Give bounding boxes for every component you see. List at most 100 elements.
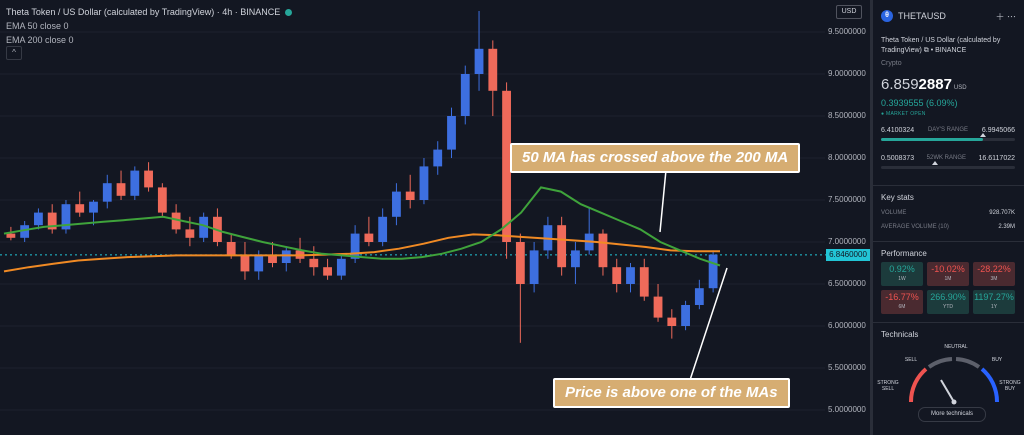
- performance-cell[interactable]: -16.77% 6M: [881, 290, 923, 314]
- collapse-legend-button[interactable]: ^: [6, 46, 22, 60]
- volume-label: VOLUME: [881, 210, 907, 216]
- candle: [254, 254, 264, 272]
- day-range-fill: [881, 138, 983, 141]
- performance-cell[interactable]: 266.90% YTD: [927, 290, 969, 314]
- key-stats-title[interactable]: Key stats: [881, 193, 914, 202]
- candle: [653, 296, 663, 318]
- candle: [116, 183, 126, 196]
- candle: [447, 116, 456, 150]
- price-axis-label: 9.5000000: [828, 27, 866, 36]
- gauge-sell-label: SELL: [904, 357, 918, 363]
- price-chart[interactable]: [0, 0, 870, 435]
- currency-selector[interactable]: USD: [836, 5, 862, 19]
- price-unit: USD: [953, 85, 967, 91]
- ema50-line: [3, 186, 721, 267]
- candle: [185, 229, 195, 238]
- more-technicals-button[interactable]: More technicals: [918, 407, 986, 422]
- symbol-description[interactable]: Theta Token / US Dollar (calculated by T…: [881, 37, 1001, 54]
- candle: [364, 233, 374, 242]
- gauge-neutral-label: NEUTRAL: [944, 344, 968, 350]
- candle: [157, 187, 167, 213]
- candle: [199, 216, 209, 238]
- candle: [598, 233, 608, 268]
- price-axis-label: 8.5000000: [828, 111, 866, 120]
- performance-cell[interactable]: -10.02% 1M: [927, 262, 969, 286]
- technicals-title[interactable]: Technicals: [881, 330, 919, 339]
- callout-pointer: [689, 267, 728, 381]
- technicals-gauge: [908, 357, 1000, 405]
- panel-divider[interactable]: [870, 0, 873, 435]
- candle: [694, 288, 704, 305]
- theta-logo-icon: θ: [881, 10, 893, 22]
- symbol-category[interactable]: Crypto: [881, 60, 902, 67]
- price-axis-label: 6.0000000: [828, 321, 866, 330]
- candle: [309, 258, 319, 268]
- performance-grid: 0.92% 1W -10.02% 1M -28.22% 3M -16.77% 6M 266.90…: [881, 262, 1015, 314]
- last-price: 6.8592887 USD: [881, 76, 967, 93]
- performance-value: -28.22%: [977, 264, 1011, 274]
- candle: [626, 267, 635, 284]
- performance-cell[interactable]: 0.92% 1W: [881, 262, 923, 286]
- day-range-high: 6.9945066: [981, 127, 1015, 134]
- gauge-strong-sell-label: STRONG SELL: [877, 380, 899, 392]
- performance-value: 0.92%: [889, 264, 915, 274]
- symbol-name[interactable]: THETAUSD: [898, 11, 946, 21]
- ema200-legend[interactable]: EMA 200 close 0: [6, 35, 74, 45]
- performance-period: 1M: [944, 276, 952, 282]
- week-range: 0.5008373 52WK RANGE 16.6117022: [881, 155, 1015, 169]
- week-range-label: 52WK RANGE: [926, 155, 966, 161]
- performance-value: 266.90%: [930, 292, 966, 302]
- chart-area[interactable]: Theta Token / US Dollar (calculated by T…: [0, 0, 870, 435]
- candle: [47, 212, 57, 230]
- volume-row: VOLUME 928.707K: [881, 210, 1015, 216]
- candle: [350, 233, 360, 259]
- candle: [20, 225, 30, 238]
- performance-value: -10.02%: [931, 264, 965, 274]
- live-status-icon: [285, 8, 293, 16]
- separator: [873, 185, 1024, 186]
- panel-menu-icon[interactable]: ＋ ⋯: [995, 12, 1016, 22]
- candle: [171, 212, 181, 230]
- performance-cell[interactable]: -28.22% 3M: [973, 262, 1015, 286]
- day-range-label: DAY'S RANGE: [927, 127, 969, 133]
- candle: [667, 317, 677, 326]
- gauge-strong-buy-label: STRONG BUY: [999, 380, 1021, 392]
- candle: [34, 212, 43, 226]
- price-axis-label: 7.5000000: [828, 195, 866, 204]
- gauge-pivot-icon: [951, 399, 957, 405]
- week-range-marker-icon: [931, 161, 938, 165]
- callout-pointer: [659, 169, 667, 233]
- candle: [433, 149, 443, 167]
- performance-value: -16.77%: [885, 292, 919, 302]
- gauge-buy-arc: [980, 367, 1000, 403]
- price-main: 6.859: [881, 76, 919, 93]
- day-range-low: 6.4100324: [881, 127, 915, 134]
- price-change: 0.3939555 (6.09%): [881, 98, 958, 108]
- candle: [639, 267, 649, 297]
- volume-value: 928.707K: [989, 210, 1015, 216]
- performance-period: YTD: [943, 304, 953, 310]
- ema50-legend[interactable]: EMA 50 close 0: [6, 21, 69, 31]
- candle: [419, 166, 429, 200]
- gauge-strong-sell-arc: [908, 367, 928, 403]
- candle: [708, 254, 718, 289]
- candle: [378, 216, 388, 242]
- candle: [557, 225, 567, 268]
- callout-ma-cross: 50 MA has crossed above the 200 MA: [510, 143, 801, 173]
- candle: [130, 170, 140, 196]
- callout-price-above: Price is above one of the MAs: [553, 378, 790, 408]
- avg-volume-value: 2.39M: [998, 224, 1015, 230]
- symbol-title[interactable]: Theta Token / US Dollar (calculated by T…: [6, 7, 281, 17]
- performance-title[interactable]: Performance: [881, 249, 927, 258]
- candle: [61, 204, 71, 230]
- market-status: ● MARKET OPEN: [881, 111, 926, 117]
- week-range-low: 0.5008373: [881, 155, 915, 162]
- day-range-marker-icon: [979, 133, 986, 137]
- price-accent: 2887: [918, 76, 952, 93]
- performance-period: 1Y: [990, 304, 998, 310]
- performance-cell[interactable]: 1197.27% 1Y: [973, 290, 1015, 314]
- gauge-needle-icon: [940, 379, 955, 403]
- candle: [488, 48, 498, 91]
- candle: [405, 191, 415, 200]
- avg-volume-label: AVERAGE VOLUME (10): [881, 224, 949, 230]
